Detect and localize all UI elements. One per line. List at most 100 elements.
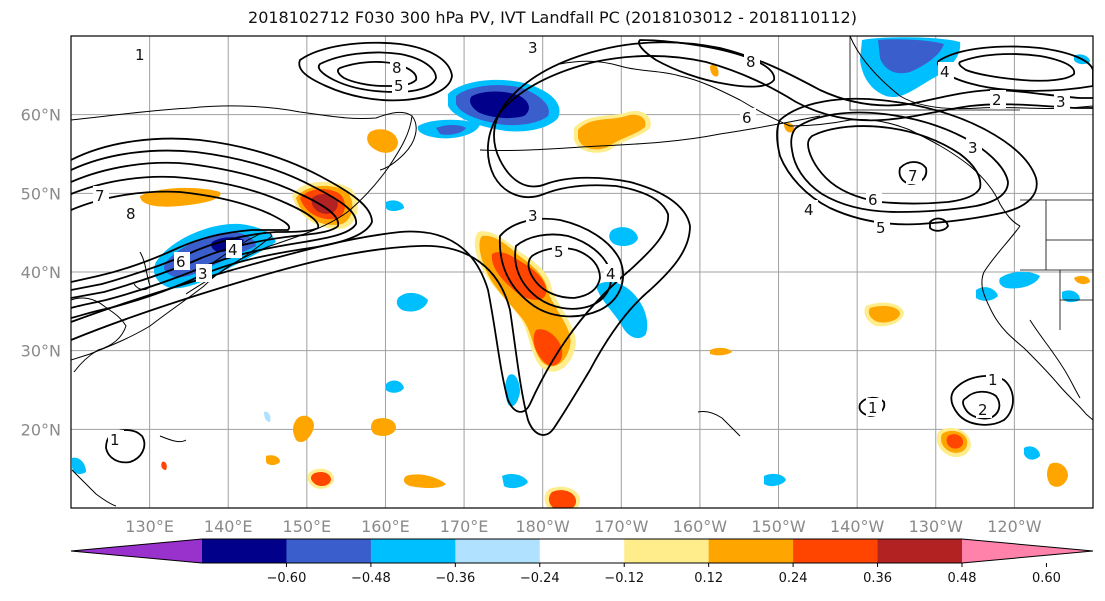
longitude-label: 170°W <box>594 517 649 536</box>
longitude-label: 150°E <box>283 517 332 536</box>
longitude-label: 150°W <box>751 517 806 536</box>
anomaly-patch-small-negative <box>72 457 86 474</box>
pv-contour-label: 2 <box>978 401 988 419</box>
pv-contour-label: 6 <box>868 191 878 209</box>
pv-contour-label: 1 <box>110 431 120 449</box>
longitude-labels: 130°E 140°E 150°E 160°E 170°E 180°W 170°W 160°W… <box>125 517 1041 536</box>
anomaly-patch-small-negative <box>764 473 786 487</box>
colorbar-tick-label: −0.48 <box>351 571 391 586</box>
colorbar-extend-low <box>71 539 202 563</box>
latitude-label: 50°N <box>21 184 61 203</box>
pv-contour-label: 1 <box>135 46 145 64</box>
anomaly-patch-small-negative <box>505 374 520 407</box>
boundary-alaska-canada <box>849 36 1020 111</box>
colorbar-segment <box>286 539 372 563</box>
anomaly-patch-small <box>1074 275 1090 285</box>
pv-contour-label: 8 <box>746 53 756 71</box>
latitude-labels: 20°N 30°N 40°N 50°N 60°N <box>21 106 61 440</box>
anomaly-patch-west-subtropics <box>310 471 331 487</box>
pv-contour-label: 4 <box>940 63 950 81</box>
pv-contour-label: 8 <box>126 205 136 223</box>
anomaly-patch-small <box>403 474 446 488</box>
colorbar-segment <box>455 539 541 563</box>
anomaly-patch-small-negative <box>976 287 998 301</box>
colorbar-tick-label: −0.24 <box>520 571 560 586</box>
pv-contour-line <box>71 149 357 309</box>
anomaly-patch-alaska-north <box>878 39 944 74</box>
anomaly-patch-small-negative <box>502 474 528 489</box>
pv-contour-label: 3 <box>528 39 538 57</box>
pv-contour-line <box>514 233 612 310</box>
anomaly-patch-small-negative <box>999 271 1040 289</box>
pv-contour-label: 3 <box>1056 93 1066 111</box>
pv-contour-label: 1 <box>988 371 998 389</box>
anomaly-patch-kamchatka <box>367 129 398 153</box>
pv-contour-line <box>105 429 146 464</box>
pv-contour-label: 7 <box>908 167 918 185</box>
anomaly-patch-small <box>266 455 280 465</box>
colorbar-segment <box>877 539 963 563</box>
longitude-label: 160°W <box>673 517 728 536</box>
anomaly-patch-west-subtropics <box>371 418 396 436</box>
colorbar-outline <box>70 538 1094 564</box>
pv-contour-label: 3 <box>968 139 978 157</box>
pv-contour-line <box>929 217 949 232</box>
anomaly-patch-subtropical-east <box>946 434 964 449</box>
coastline-asia <box>71 105 413 361</box>
pv-contour-label: 5 <box>394 77 404 95</box>
anomaly-patch-small <box>161 461 167 470</box>
anomaly-patch-west-subtropics <box>293 415 314 443</box>
pv-contour-label: 4 <box>606 265 616 283</box>
colorbar-tick-label: 0.12 <box>694 571 723 586</box>
colorbar-tick-labels: −0.60 −0.48 −0.36 −0.24 −0.12 0.12 0.24 0.36 0.4… <box>267 563 1061 586</box>
pv-contour-label: 8 <box>392 59 402 77</box>
anomaly-patch-small <box>784 122 795 133</box>
pv-contour-label: 2 <box>992 91 1002 109</box>
pv-contour-label: 7 <box>95 187 105 205</box>
colorbar-tick-label: −0.12 <box>604 571 644 586</box>
longitude-label: 140°W <box>830 517 885 536</box>
pv-contour-line <box>317 51 437 93</box>
coastline-alaska <box>559 60 1021 227</box>
longitude-label: 130°E <box>125 517 174 536</box>
pv-contour-line <box>790 111 1009 213</box>
colorbar-tick-label: 0.48 <box>948 571 977 586</box>
anomaly-patch-sea-of-okhotsk <box>140 187 221 207</box>
anomaly-patch-east-of-trough <box>596 281 648 339</box>
pv-contour-line <box>958 53 1075 82</box>
longitude-label: 170°E <box>440 517 489 536</box>
coastline-aleutians <box>479 115 821 152</box>
coastline-north-america <box>981 225 1093 421</box>
pv-contour-label: 4 <box>804 201 814 219</box>
map-title: 2018102712 F030 300 hPa PV, IVT Landfall… <box>248 8 857 27</box>
pv-contour-line <box>71 161 339 299</box>
pv-contour-line <box>638 39 775 88</box>
colorbar-segment <box>539 539 625 563</box>
pv-contour-line <box>298 41 453 102</box>
coastline-kamchatka <box>379 115 417 171</box>
pv-contour-label: 6 <box>176 253 186 271</box>
pv-contour-label: 6 <box>742 109 752 127</box>
pv-contour-line <box>898 161 928 185</box>
map-frame <box>70 35 1094 509</box>
pv-contour-labels: 1 7 8 6 3 4 8 5 3 3 5 4 8 6 <box>93 38 1070 449</box>
coastline-philippines <box>71 469 117 507</box>
colorbar-segment <box>202 539 287 563</box>
anomaly-patch-small-negative <box>386 200 404 211</box>
pv-contour-line <box>807 125 982 205</box>
pv-contour-label: 3 <box>198 265 208 283</box>
longitude-label: 140°E <box>204 517 253 536</box>
anomaly-patch-aleutian <box>578 114 646 150</box>
longitude-label: 130°W <box>909 517 964 536</box>
colorbar-tick-label: 0.24 <box>779 571 808 586</box>
anomaly-patch-small-negative <box>396 292 428 312</box>
pv-contour-label: 4 <box>228 241 238 259</box>
anomaly-patch-small-negative <box>1024 446 1040 460</box>
pv-contour-line <box>71 190 291 283</box>
anomaly-patch-small-negative <box>1062 290 1080 303</box>
anomaly-patch-small <box>1047 462 1068 487</box>
colorbar-segment <box>708 539 794 563</box>
colorbar <box>70 538 1094 564</box>
colorbar-tick-label: 0.60 <box>1032 571 1061 586</box>
